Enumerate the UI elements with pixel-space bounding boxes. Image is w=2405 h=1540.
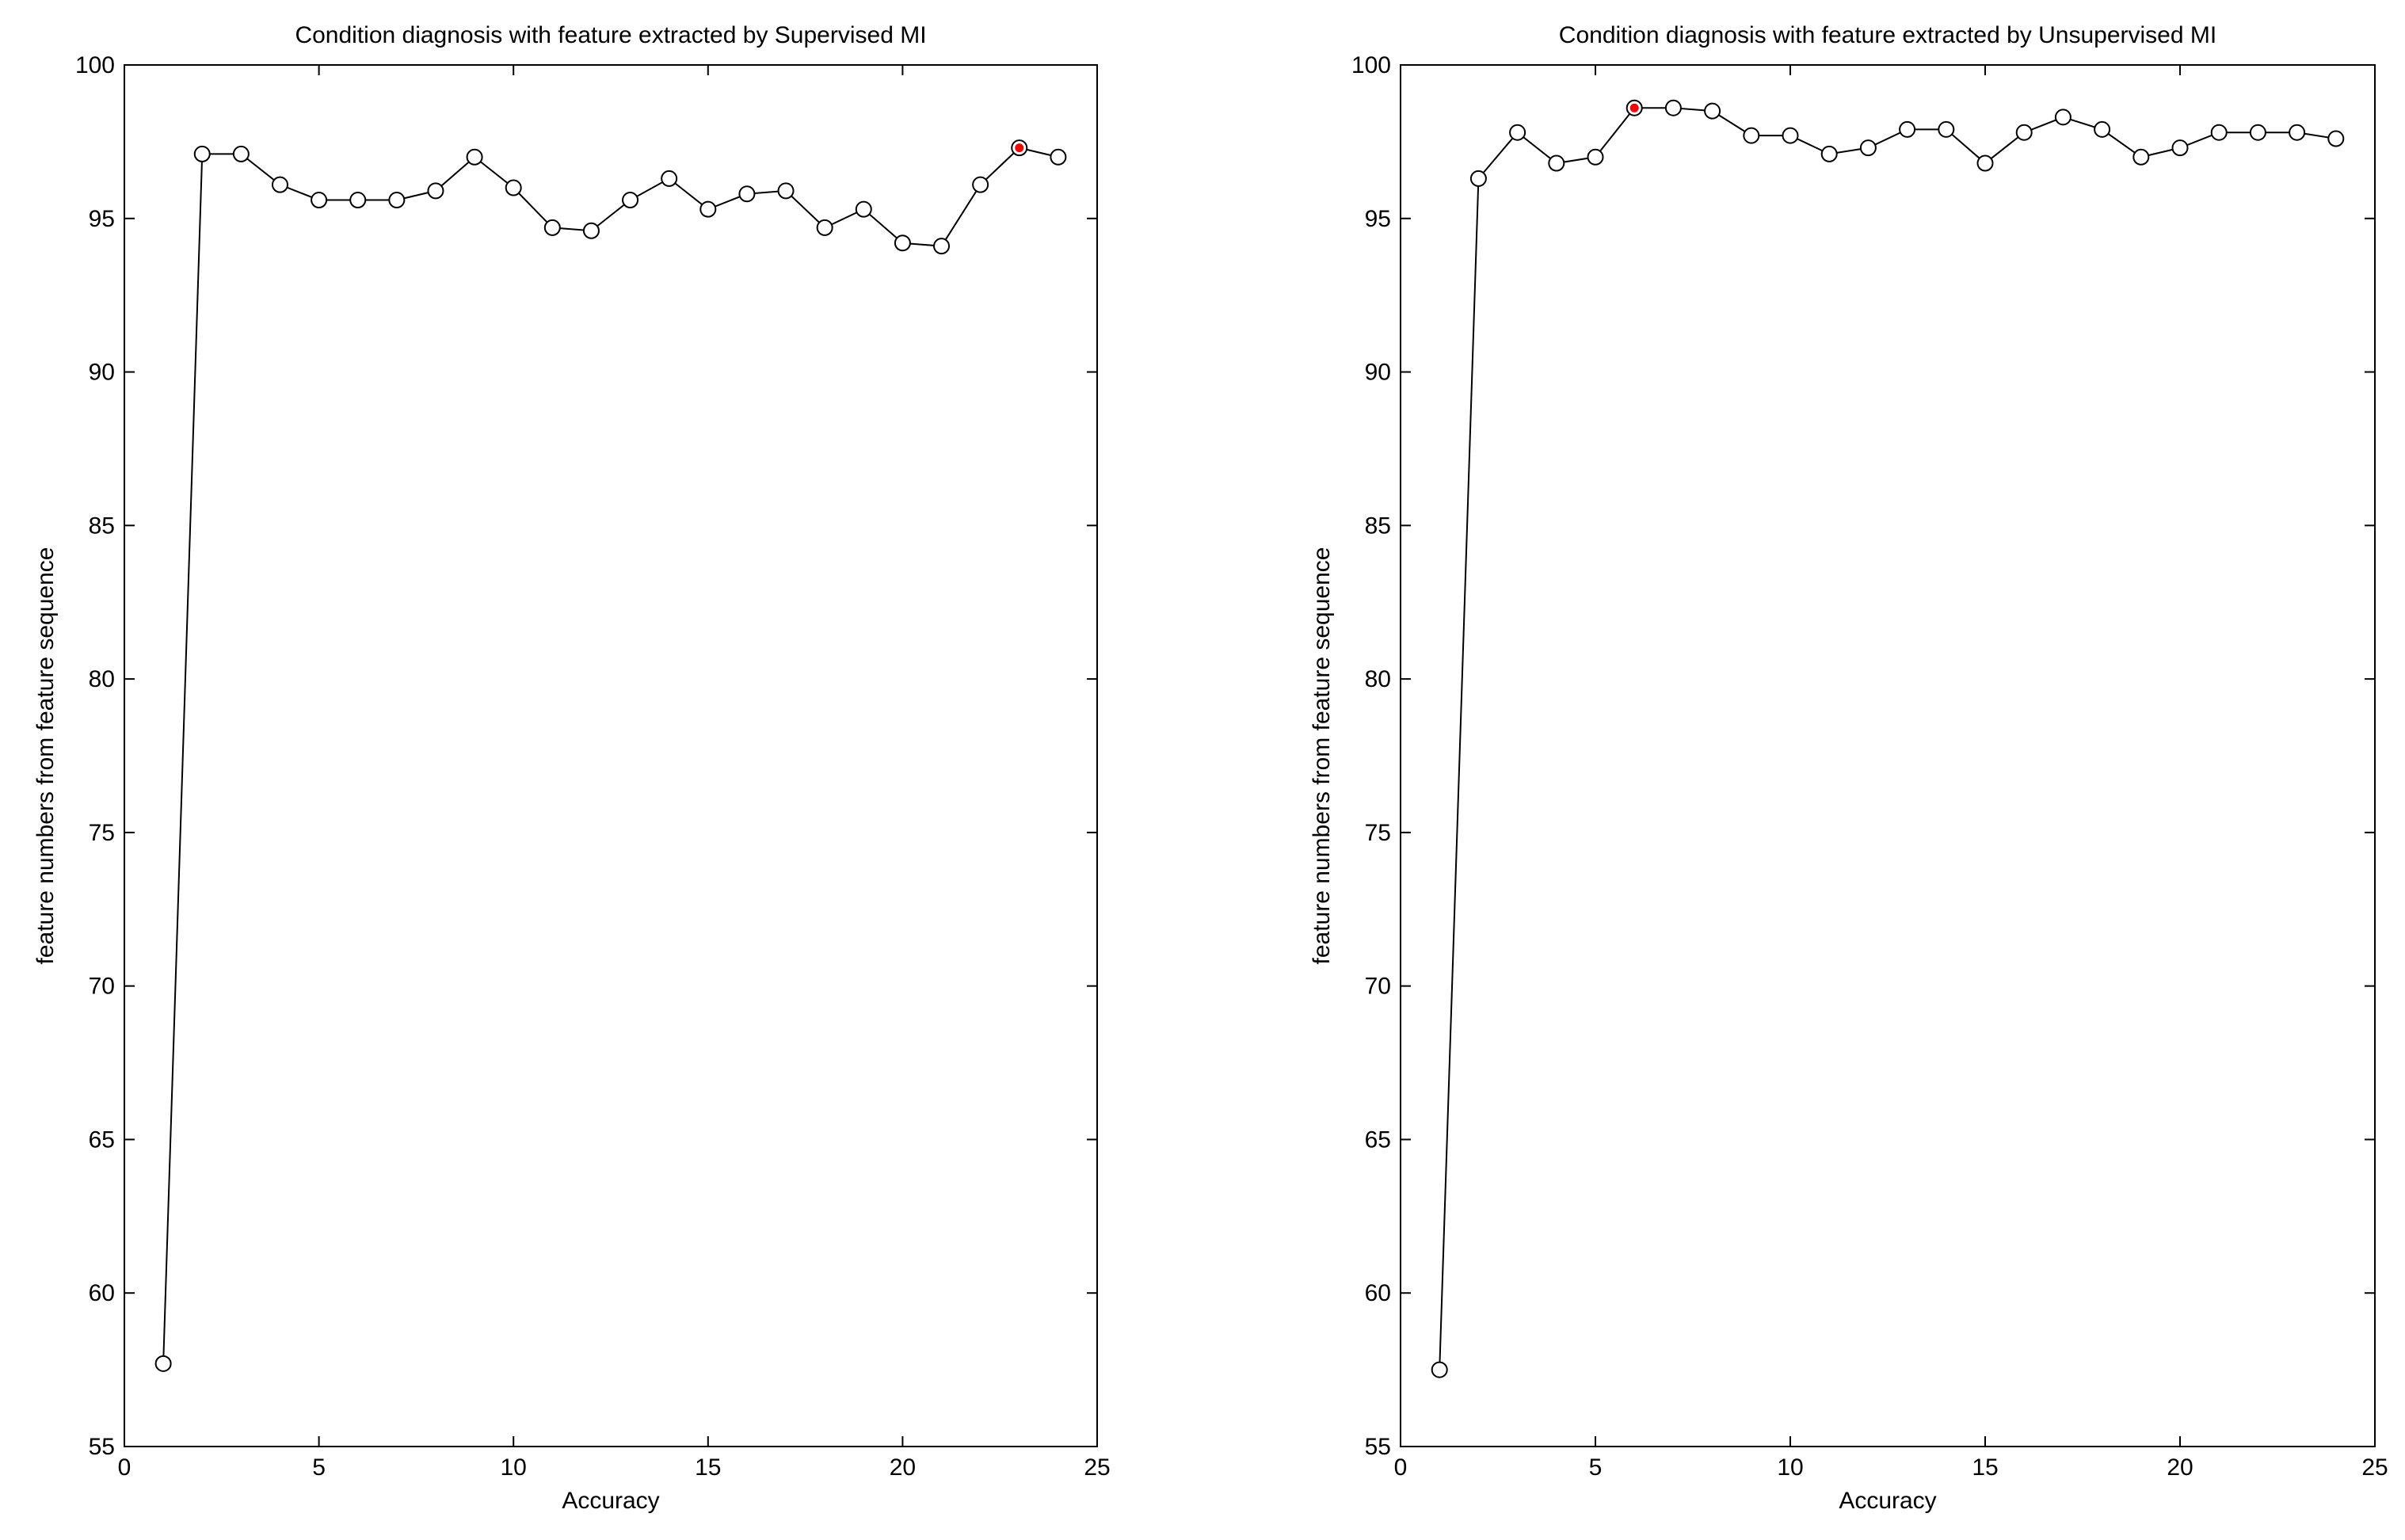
- data-point: [2210, 124, 2228, 141]
- y-tick-label: 100: [1351, 52, 1391, 78]
- y-tick-label: 65: [89, 1126, 115, 1153]
- x-tick-label: 15: [695, 1454, 721, 1481]
- y-tick-label: 100: [75, 52, 115, 78]
- y-tick-label: 55: [89, 1434, 115, 1460]
- chart-title: Condition diagnosis with feature extract…: [295, 22, 926, 48]
- data-point: [1976, 154, 1994, 172]
- series-line: [1439, 107, 2336, 1370]
- y-tick-label: 75: [1365, 820, 1391, 846]
- best-point-marker: [1015, 143, 1024, 153]
- x-tick-label: 5: [312, 1454, 326, 1481]
- data-point: [894, 234, 911, 252]
- best-point-marker: [1629, 103, 1639, 112]
- data-point: [427, 182, 444, 200]
- y-tick-label: 80: [1365, 666, 1391, 692]
- chart-1: 0 5 10 15 20 25 55 60 65 70 75 80 85 90 95 100 Condition…: [32, 22, 1111, 1514]
- data-point: [1899, 120, 1916, 138]
- y-tick-label: 60: [89, 1280, 115, 1306]
- data-point: [271, 176, 288, 193]
- y-tick-label: 75: [89, 820, 115, 846]
- data-point: [2171, 139, 2189, 157]
- series-line: [162, 147, 1059, 1364]
- chart-title: Condition diagnosis with feature extract…: [1559, 22, 2216, 48]
- data-point: [466, 148, 483, 166]
- y-tick-label: 60: [1365, 1280, 1391, 1306]
- data-point: [1743, 127, 1760, 144]
- x-tick-label: 15: [1972, 1454, 1998, 1481]
- data-point: [1938, 120, 1955, 138]
- data-point: [2132, 148, 2150, 166]
- data-point: [1431, 1361, 1448, 1378]
- data-point: [661, 170, 678, 187]
- x-tick-label: 5: [1589, 1454, 1603, 1481]
- data-point: [855, 200, 872, 218]
- y-tick-label: 90: [1365, 360, 1391, 386]
- data-point: [933, 238, 951, 255]
- x-tick-label: 0: [1394, 1454, 1408, 1481]
- data-point: [232, 145, 250, 162]
- x-tick-label: 25: [2361, 1454, 2388, 1481]
- x-tick-label: 10: [1777, 1454, 1803, 1481]
- x-tick-label: 10: [501, 1454, 527, 1481]
- data-point: [972, 176, 989, 193]
- data-point: [154, 1355, 172, 1372]
- data-point: [543, 219, 561, 236]
- plot-frame: [124, 64, 1098, 1447]
- x-tick-label: 20: [890, 1454, 916, 1481]
- data-point: [1782, 127, 1799, 144]
- data-point: [1548, 154, 1565, 172]
- data-point: [622, 192, 639, 209]
- y-axis-label: feature numbers from feature sequence: [32, 547, 59, 965]
- y-tick-label: 95: [1365, 206, 1391, 232]
- y-axis-label: feature numbers from feature sequence: [1309, 547, 1335, 965]
- data-point: [2327, 130, 2345, 147]
- x-axis-label: Accuracy: [562, 1488, 659, 1514]
- data-point: [311, 192, 328, 209]
- data-point: [2054, 109, 2072, 126]
- y-tick-label: 95: [89, 206, 115, 232]
- data-point: [505, 179, 522, 196]
- data-point: [349, 192, 367, 209]
- data-point: [699, 200, 717, 218]
- data-point: [2289, 124, 2306, 141]
- y-tick-label: 85: [89, 513, 115, 539]
- chart-2: 0 5 10 15 20 25 55 60 65 70 75 80 85 90 95 100 Condition…: [1309, 22, 2388, 1514]
- data-point: [2015, 124, 2033, 141]
- data-point: [1820, 145, 1838, 162]
- data-point: [1664, 99, 1682, 116]
- y-tick-label: 80: [89, 666, 115, 692]
- data-point: [1469, 170, 1487, 187]
- y-tick-label: 85: [1365, 513, 1391, 539]
- data-point: [582, 222, 600, 239]
- data-point: [388, 192, 406, 209]
- x-tick-label: 25: [1084, 1454, 1110, 1481]
- y-tick-label: 70: [89, 974, 115, 1000]
- data-point: [2094, 120, 2111, 138]
- data-point: [738, 185, 756, 203]
- y-tick-label: 65: [1365, 1126, 1391, 1153]
- x-tick-label: 20: [2167, 1454, 2193, 1481]
- plot-frame: [1400, 64, 2376, 1447]
- data-point: [1509, 124, 1526, 141]
- data-point: [777, 182, 795, 200]
- y-tick-label: 55: [1365, 1434, 1391, 1460]
- x-tick-label: 0: [118, 1454, 131, 1481]
- data-point: [1704, 102, 1721, 120]
- x-axis-label: Accuracy: [1839, 1488, 1936, 1514]
- data-point: [1050, 148, 1067, 166]
- data-point: [2249, 124, 2266, 141]
- data-point: [1587, 148, 1604, 166]
- data-point: [1859, 139, 1877, 157]
- y-tick-label: 90: [89, 360, 115, 386]
- data-point: [816, 219, 833, 236]
- data-point: [193, 145, 211, 162]
- y-tick-label: 70: [1365, 974, 1391, 1000]
